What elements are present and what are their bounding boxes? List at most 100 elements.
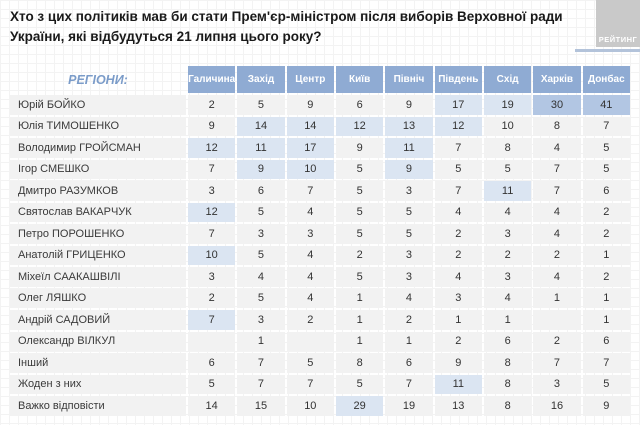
value-cell: 9	[237, 159, 285, 179]
value-cell: 2	[582, 202, 630, 222]
value-cell: 2	[533, 245, 581, 265]
value-cell: 1	[385, 331, 433, 351]
value-cell: 9	[286, 95, 334, 115]
politician-name: Андрій САДОВИЙ	[10, 310, 186, 330]
value-cell: 5	[582, 374, 630, 394]
value-cell: 7	[286, 181, 334, 201]
value-cell: 15	[237, 396, 285, 416]
politician-name: Анатолій ГРИЦЕНКО	[10, 245, 186, 265]
value-cell: 2	[188, 95, 236, 115]
value-cell: 5	[237, 202, 285, 222]
value-cell: 12	[434, 116, 482, 136]
value-cell: 10	[188, 245, 236, 265]
value-cell: 7	[533, 353, 581, 373]
value-cell: 29	[335, 396, 384, 416]
value-cell: 19	[483, 95, 532, 115]
value-cell: 3	[385, 181, 433, 201]
value-cell: 7	[434, 181, 482, 201]
regions-label: РЕГІОНИ:	[68, 72, 128, 87]
value-cell: 6	[237, 181, 285, 201]
value-cell: 7	[582, 116, 630, 136]
rating-logo-text: РЕЙТИНГ	[598, 35, 638, 44]
value-cell: 3	[483, 224, 532, 244]
page-title: Хто з цих політиків мав би стати Прем'єр…	[10, 9, 563, 44]
column-header-region: Південь	[434, 66, 482, 93]
value-cell: 2	[533, 331, 581, 351]
politician-name: Інший	[10, 353, 186, 373]
value-cell: 9	[434, 353, 482, 373]
value-cell	[286, 331, 334, 351]
value-cell: 6	[335, 95, 384, 115]
value-cell: 4	[434, 267, 482, 287]
table-row: Дмитро РАЗУМКОВ 3 6 7 5 3 7 11 7 6	[10, 181, 630, 201]
value-cell: 7	[188, 224, 236, 244]
value-cell: 30	[533, 95, 581, 115]
value-cell: 12	[335, 116, 384, 136]
value-cell: 2	[335, 245, 384, 265]
politician-name: Юрій БОЙКО	[10, 95, 186, 115]
value-cell: 11	[434, 374, 482, 394]
column-header-region: Північ	[385, 66, 433, 93]
value-cell: 5	[335, 202, 384, 222]
value-cell: 4	[385, 288, 433, 308]
rating-logo: РЕЙТИНГ	[596, 0, 640, 47]
value-cell: 5	[237, 95, 285, 115]
value-cell: 4	[286, 267, 334, 287]
value-cell: 2	[582, 267, 630, 287]
value-cell: 1	[335, 331, 384, 351]
value-cell: 7	[582, 353, 630, 373]
poll-results-table: РЕГІОНИ: Галичина Захід Центр Київ Північ Пів…	[8, 64, 632, 418]
table-row: Петро ПОРОШЕНКО 7 3 3 5 5 2 3 4 2	[10, 224, 630, 244]
value-cell: 2	[188, 288, 236, 308]
value-cell: 9	[385, 95, 433, 115]
value-cell: 5	[335, 224, 384, 244]
value-cell: 7	[385, 374, 433, 394]
table-header-row: РЕГІОНИ: Галичина Захід Центр Київ Північ Пів…	[10, 66, 630, 93]
value-cell: 7	[237, 374, 285, 394]
value-cell: 6	[188, 353, 236, 373]
value-cell: 2	[582, 224, 630, 244]
value-cell: 16	[533, 396, 581, 416]
value-cell: 4	[533, 202, 581, 222]
logo-underline-decoration	[575, 49, 640, 52]
table-body: Юрій БОЙКО 2 5 9 6 9 17 19 30 41 Юлія ТИМОШЕНКО 9 14…	[10, 95, 630, 416]
table-row: Святослав ВАКАРЧУК 12 5 4 5 5 4 4 4 2	[10, 202, 630, 222]
table-row: Інший 6 7 5 8 6 9 8 7 7	[10, 353, 630, 373]
value-cell: 7	[237, 353, 285, 373]
table-row: Олег ЛЯШКО 2 5 4 1 4 3 4 1 1	[10, 288, 630, 308]
value-cell: 3	[483, 267, 532, 287]
value-cell: 7	[188, 159, 236, 179]
value-cell: 4	[286, 202, 334, 222]
value-cell: 5	[483, 159, 532, 179]
value-cell: 41	[582, 95, 630, 115]
value-cell: 9	[582, 396, 630, 416]
value-cell: 1	[237, 331, 285, 351]
value-cell: 2	[434, 224, 482, 244]
value-cell: 8	[483, 396, 532, 416]
value-cell: 5	[335, 374, 384, 394]
value-cell: 19	[385, 396, 433, 416]
value-cell: 3	[286, 224, 334, 244]
table-row: Володимир ГРОЙСМАН 12 11 17 9 11 7 8 4 5	[10, 138, 630, 158]
column-header-region: Харків	[533, 66, 581, 93]
value-cell: 4	[533, 224, 581, 244]
value-cell: 3	[385, 267, 433, 287]
table-row: Жоден з них 5 7 7 5 7 11 8 3 5	[10, 374, 630, 394]
value-cell: 7	[533, 181, 581, 201]
value-cell: 13	[385, 116, 433, 136]
politician-name: Важко відповісти	[10, 396, 186, 416]
value-cell: 8	[483, 374, 532, 394]
value-cell: 14	[237, 116, 285, 136]
value-cell: 7	[286, 374, 334, 394]
table-row: Ігор СМЕШКО 7 9 10 5 9 5 5 7 5	[10, 159, 630, 179]
table-header: РЕГІОНИ: Галичина Захід Центр Київ Північ Пів…	[10, 66, 630, 93]
value-cell: 11	[385, 138, 433, 158]
value-cell: 9	[188, 116, 236, 136]
table-row: Важко відповісти 14 15 10 29 19 13 8 16 9	[10, 396, 630, 416]
value-cell: 9	[385, 159, 433, 179]
table-row: Юлія ТИМОШЕНКО 9 14 14 12 13 12 10 8 7	[10, 116, 630, 136]
value-cell: 3	[188, 181, 236, 201]
politician-name: Володимир ГРОЙСМАН	[10, 138, 186, 158]
value-cell: 12	[188, 202, 236, 222]
